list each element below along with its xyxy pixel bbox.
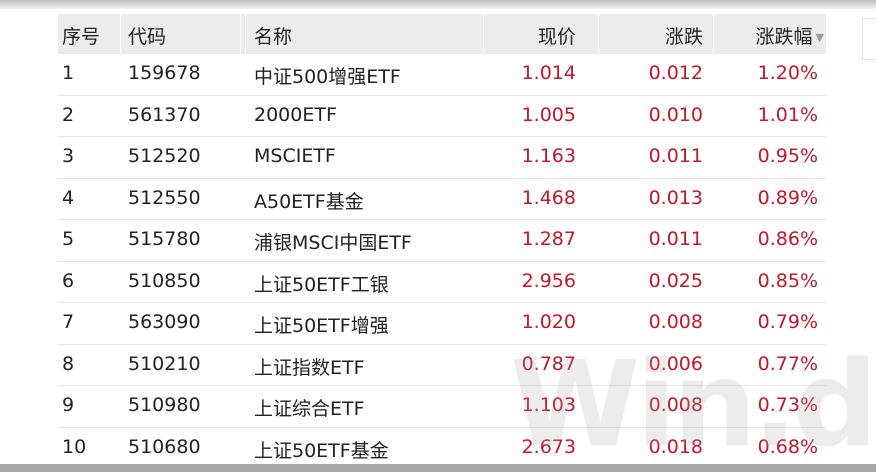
table-row[interactable]: 7 563090 上证50ETF增强 1.020 0.008 0.79% [58,303,826,345]
cell-change: 0.008 [648,311,703,333]
column-divider[interactable] [120,14,121,54]
cell-code: 510210 [128,352,201,375]
cell-change: 0.006 [648,352,703,375]
cell-name: 上证50ETF基金 [254,439,389,462]
cell-code: 561370 [128,103,201,126]
cell-change-pct: 1.01% [757,103,818,126]
cell-code: 512550 [128,186,201,209]
cell-index: 9 [62,394,75,416]
table-row[interactable]: 6 510850 上证50ETF工银 2.956 0.025 0.85% [58,262,826,303]
window-bottom-bar [0,464,876,472]
cell-name: 上证50ETF增强 [254,315,389,337]
cell-name: 浦银MSCI中国ETF [254,232,412,254]
column-divider[interactable] [598,14,599,54]
cell-price: 1.163 [521,145,576,167]
cell-change: 0.011 [648,228,703,250]
header-change-pct[interactable]: 涨跌幅 ▼ [756,22,824,49]
cell-index: 5 [62,228,75,250]
table-row[interactable]: 5 515780 浦银MSCI中国ETF 1.287 0.011 0.86% [58,220,826,262]
cell-price: 1.014 [521,62,576,84]
cell-price: 1.005 [521,103,576,126]
cell-change-pct: 0.77% [757,352,818,375]
cell-index: 10 [62,435,87,458]
table-row[interactable]: 3 512520 MSCIETF 1.163 0.011 0.95% [58,137,826,179]
cell-change: 0.011 [648,145,703,167]
cell-change: 0.008 [648,394,703,416]
cell-index: 6 [62,269,75,292]
cell-price: 2.956 [521,269,576,292]
cell-name: 上证指数ETF [254,356,365,379]
cell-change-pct: 0.95% [757,145,818,167]
cell-change-pct: 0.79% [757,311,818,333]
cell-index: 7 [62,311,75,333]
cell-change-pct: 1.20% [757,62,818,84]
cell-name: 上证50ETF工银 [254,273,389,296]
cell-code: 510680 [128,435,201,458]
cell-change-pct: 0.68% [757,435,818,458]
cell-price: 1.287 [521,228,576,250]
cell-name: MSCIETF [254,145,336,167]
cell-price: 1.103 [521,394,576,416]
cell-change: 0.010 [648,103,703,126]
etf-quote-table: 序号 代码 名称 现价 涨跌 涨跌幅 ▼ 1 159678 中证500增强ETF 1.0… [58,14,826,468]
cell-index: 2 [62,103,75,126]
column-divider[interactable] [245,14,246,54]
column-divider[interactable] [483,14,484,54]
header-name[interactable]: 名称 [254,26,293,48]
cell-name: A50ETF基金 [254,190,364,213]
cell-code: 563090 [128,311,201,333]
cell-change-pct: 0.73% [757,394,818,416]
cell-change-pct: 0.89% [757,186,818,209]
cell-index: 1 [62,62,75,84]
column-divider[interactable] [240,14,241,54]
cell-change-pct: 0.85% [757,269,818,292]
header-index[interactable]: 序号 [62,26,101,48]
cell-change: 0.025 [648,269,703,292]
cell-code: 159678 [128,62,201,84]
table-row[interactable]: 10 510680 上证50ETF基金 2.673 0.018 0.68% [58,428,826,469]
table-row[interactable]: 9 510980 上证综合ETF 1.103 0.008 0.73% [58,386,826,428]
column-divider[interactable] [713,14,714,54]
table-row[interactable]: 2 561370 2000ETF 1.005 0.010 1.01% [58,96,826,137]
header-change[interactable]: 涨跌 [664,26,703,48]
cell-price: 0.787 [521,352,576,375]
header-change-pct-label: 涨跌幅 [755,26,813,48]
cell-name: 中证500增强ETF [254,66,401,88]
window-top-bar [0,0,876,9]
cell-code: 510980 [128,394,201,416]
cell-index: 4 [62,186,75,209]
table-row[interactable]: 4 512550 A50ETF基金 1.468 0.013 0.89% [58,179,826,220]
side-panel-edge [862,18,876,60]
table-row[interactable]: 1 159678 中证500增强ETF 1.014 0.012 1.20% [58,54,826,96]
sort-desc-icon: ▼ [815,31,824,44]
cell-price: 1.468 [521,186,576,209]
table-row[interactable]: 8 510210 上证指数ETF 0.787 0.006 0.77% [58,345,826,386]
table-header: 序号 代码 名称 现价 涨跌 涨跌幅 ▼ [58,14,826,54]
cell-change: 0.012 [648,62,703,84]
cell-name: 2000ETF [254,103,337,126]
header-price[interactable]: 现价 [537,26,576,48]
cell-index: 3 [62,145,75,167]
header-code[interactable]: 代码 [128,26,167,48]
table-body: 1 159678 中证500增强ETF 1.014 0.012 1.20% 2 561370 2… [58,54,826,468]
cell-code: 515780 [128,228,201,250]
cell-change: 0.013 [648,186,703,209]
cell-code: 510850 [128,269,201,292]
cell-price: 2.673 [521,435,576,458]
cell-price: 1.020 [521,311,576,333]
cell-change: 0.018 [648,435,703,458]
cell-name: 上证综合ETF [254,398,365,420]
cell-index: 8 [62,352,75,375]
cell-change-pct: 0.86% [757,228,818,250]
cell-code: 512520 [128,145,201,167]
